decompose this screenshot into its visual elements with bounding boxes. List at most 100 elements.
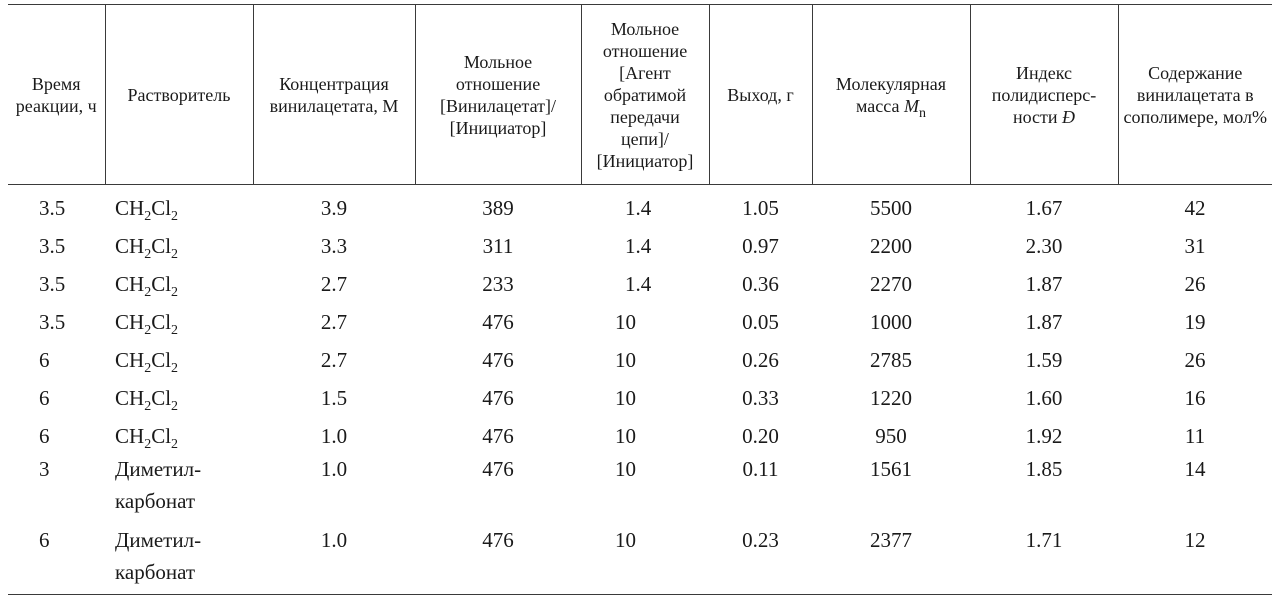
cell-solvent: CH2Cl2 [105,415,253,453]
cell-molecular-mass: 5500 [870,196,912,220]
cell-molecular-mass: 1220 [870,385,912,410]
solvent-formula-part: 2 [171,322,179,338]
cell-vinyl-acetate-content: 31 [1184,233,1206,258]
cell-polydispersity: 1.87 [1025,309,1063,334]
cell-molecular-mass: 950 [875,423,907,448]
cell-ratio-cta-initiator: 1.4 [625,196,652,220]
cell-yield: 1.05 [742,196,779,220]
cell-polydispersity: 1.60 [1025,385,1063,410]
cell-solvent: CH2Cl2 [105,377,253,415]
solvent-formula-part: 2 [171,398,179,414]
cell-ratio-monomer-initiator: 476 [482,423,514,448]
cell-solvent: CH2Cl2 [105,339,253,377]
cell-solvent: CH2Cl2 [105,225,253,263]
header-row: Время реакции, ч Растворитель Концентрац… [8,4,1272,185]
header-yield: Выход, г [708,4,812,185]
cell-time: 6 [8,523,105,595]
solvent-line: Диметил- [115,456,202,481]
table-row: 6 Диметил-карбонат 1.0 476 10 0.23 2377 1.71 12 [8,523,1272,595]
cell-time: 3.5 [39,271,66,296]
solvent-formula-part: 2 [171,209,179,224]
cell-polydispersity: 2.30 [1025,233,1063,258]
cell-vinyl-acetate-content: 42 [1184,196,1206,220]
cell-ratio-cta-initiator: 1.4 [625,233,652,258]
table-row: 3.5 CH2Cl2 3.3 311 1.4 0.97 2200 2.30 31 [8,225,1272,263]
cell-molecular-mass: 2377 [812,523,970,595]
solvent-formula-part: Cl [151,309,172,334]
cell-yield: 0.05 [742,309,779,334]
cell-molecular-mass: 1000 [870,309,912,334]
header-solvent: Растворитель [104,4,253,185]
solvent-formula-part: Cl [151,347,172,372]
header-polydispersity: Индекс полидисперс- ности Đ [969,4,1118,185]
cell-ratio-cta-initiator: 10 [615,309,636,334]
cell-time: 3.5 [39,233,66,258]
header-molecular-mass: Молекулярная масса Mn [811,4,970,185]
cell-time: 6 [39,347,50,372]
solvent-formula-part: CH [115,196,145,220]
cell-time: 3.5 [39,309,66,334]
cell-vinyl-acetate-content: 11 [1184,423,1206,448]
solvent-formula-part: 2 [171,436,179,452]
table-row: 3 Диметил-карбонат 1.0 476 10 0.11 1561 1.85 14 [8,453,1272,524]
table-row: 6 CH2Cl2 1.0 476 10 0.20 950 1.92 11 [8,415,1272,453]
solvent-formula-part: 2 [171,246,179,262]
cell-concentration: 1.0 [320,423,348,448]
solvent-formula-part: CH [115,423,145,448]
solvent-formula-part: 2 [144,436,152,452]
table-row: 6 CH2Cl2 1.5 476 10 0.33 1220 1.60 16 [8,377,1272,415]
cell-concentration: 3.3 [320,233,348,258]
cell-polydispersity: 1.67 [1025,196,1063,220]
cell-solvent: CH2Cl2 [105,263,253,301]
solvent-formula-part: 2 [144,209,152,224]
cell-solvent: Диметил-карбонат [105,453,253,524]
cell-vinyl-acetate-content: 19 [1184,309,1206,334]
cell-vinyl-acetate-content: 14 [1184,456,1206,481]
results-table: Время реакции, ч Растворитель Концентрац… [8,4,1272,595]
cell-concentration: 1.0 [320,456,348,481]
solvent-formula-part: 2 [144,360,152,376]
cell-ratio-monomer-initiator: 476 [415,523,581,595]
solvent-formula-part: Cl [151,233,172,258]
cell-yield: 0.36 [742,271,779,296]
cell-ratio-monomer-initiator: 476 [482,309,514,334]
solvent-formula-part: 2 [171,284,179,300]
solvent-formula-part: Cl [151,196,172,220]
cell-vinyl-acetate-content: 26 [1184,271,1206,296]
solvent-line: карбонат [115,488,196,513]
cell-ratio-monomer-initiator: 233 [482,271,514,296]
cell-yield: 0.11 [742,456,779,481]
solvent-formula-part: CH [115,347,145,372]
cell-polydispersity: 1.85 [1025,456,1063,481]
cell-ratio-cta-initiator: 1.4 [625,271,652,296]
table-row: 6 CH2Cl2 2.7 476 10 0.26 2785 1.59 26 [8,339,1272,377]
table-row: 3.5 CH2Cl2 2.7 233 1.4 0.36 2270 1.87 26 [8,263,1272,301]
cell-ratio-cta-initiator: 10 [615,385,636,410]
solvent-formula-part: 2 [171,360,179,376]
cell-yield: 0.97 [742,233,779,258]
cell-yield: 0.33 [742,385,779,410]
solvent-formula-part: Cl [151,423,172,448]
cell-ratio-cta-initiator: 10 [615,347,636,372]
cell-concentration: 2.7 [320,347,348,372]
cell-ratio-monomer-initiator: 476 [482,456,514,481]
solvent-formula-part: CH [115,385,145,410]
cell-ratio-cta-initiator: 10 [581,523,709,595]
solvent-formula-part: Cl [151,385,172,410]
header-time: Время реакции, ч [8,4,105,185]
solvent-formula-part: Cl [151,271,172,296]
cell-polydispersity: 1.87 [1025,271,1063,296]
table-row: 3.5 CH2Cl2 2.7 476 10 0.05 1000 1.87 19 [8,301,1272,339]
cell-ratio-cta-initiator: 10 [615,423,636,448]
cell-concentration: 2.7 [320,309,348,334]
cell-ratio-monomer-initiator: 476 [482,347,514,372]
solvent-formula-part: 2 [144,246,152,262]
cell-ratio-monomer-initiator: 311 [482,233,514,258]
solvent-line: карбонат [115,559,196,584]
cell-molecular-mass: 1561 [870,456,912,481]
cell-ratio-monomer-initiator: 389 [482,196,514,220]
header-ratio-monomer-initiator: Мольное отношение [Винилацетат]/ [Инициа… [414,4,581,185]
cell-yield: 0.23 [709,523,812,595]
cell-polydispersity: 1.71 [970,523,1118,595]
